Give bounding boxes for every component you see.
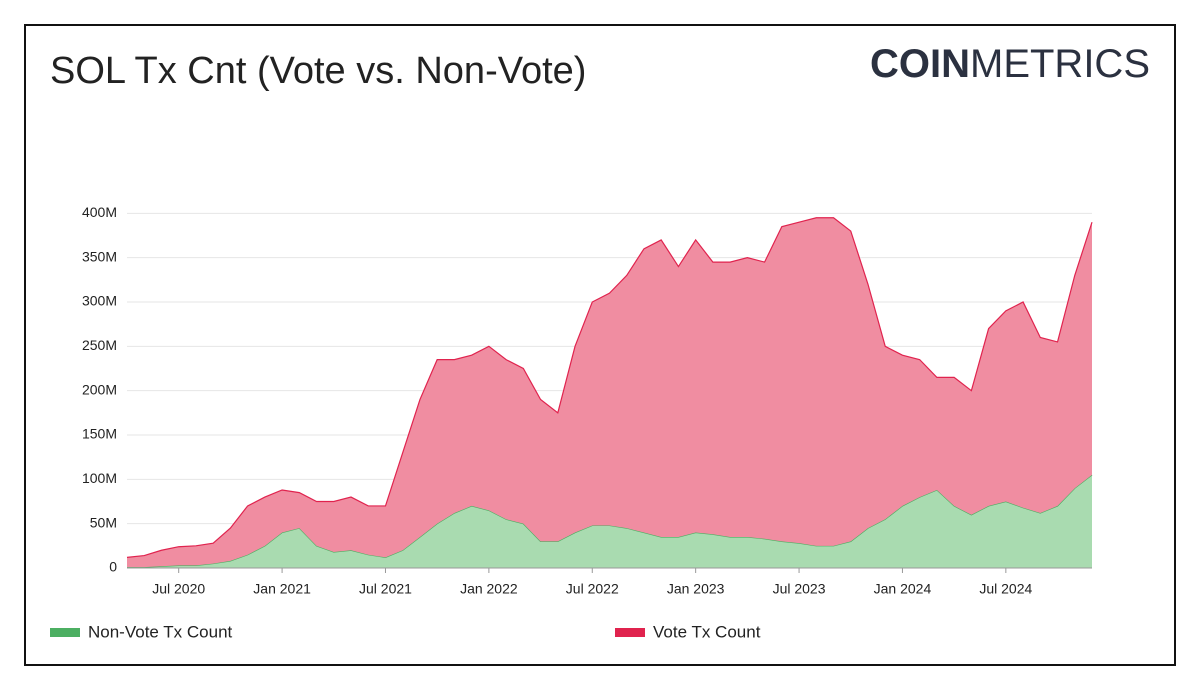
y-tick-label: 200M bbox=[82, 381, 117, 397]
area-line bbox=[126, 217, 1093, 558]
y-tick-label: 250M bbox=[82, 337, 117, 353]
x-tick-label: Jul 2024 bbox=[979, 581, 1032, 597]
x-tick-label: Jan 2023 bbox=[667, 581, 725, 597]
area bbox=[127, 217, 1092, 568]
y-tick-label: 300M bbox=[82, 293, 117, 309]
legend-swatch bbox=[615, 628, 645, 637]
y-tick-label: 150M bbox=[82, 426, 117, 442]
x-tick-label: Jul 2022 bbox=[566, 581, 619, 597]
legend-swatch bbox=[50, 628, 80, 637]
chart-title: SOL Tx Cnt (Vote vs. Non-Vote) bbox=[50, 50, 586, 92]
x-tick-label: Jan 2024 bbox=[874, 581, 932, 597]
logo-bold: COIN bbox=[870, 42, 970, 86]
x-tick-label: Jan 2022 bbox=[460, 581, 518, 597]
logo: COINMETRICS bbox=[870, 42, 1150, 86]
x-tick-label: Jul 2020 bbox=[152, 581, 205, 597]
y-tick-label: 400M bbox=[82, 204, 117, 220]
area bbox=[127, 474, 1092, 568]
x-tick-label: Jan 2021 bbox=[253, 581, 311, 597]
x-tick-label: Jul 2023 bbox=[773, 581, 826, 597]
y-tick-label: 0 bbox=[109, 559, 117, 575]
y-tick-label: 350M bbox=[82, 248, 117, 264]
legend-label: Non-Vote Tx Count bbox=[88, 622, 233, 641]
x-tick-label: Jul 2021 bbox=[359, 581, 412, 597]
logo-light: METRICS bbox=[970, 42, 1150, 86]
legend-label: Vote Tx Count bbox=[653, 622, 761, 641]
y-tick-label: 100M bbox=[82, 470, 117, 486]
y-tick-label: 50M bbox=[90, 514, 117, 530]
